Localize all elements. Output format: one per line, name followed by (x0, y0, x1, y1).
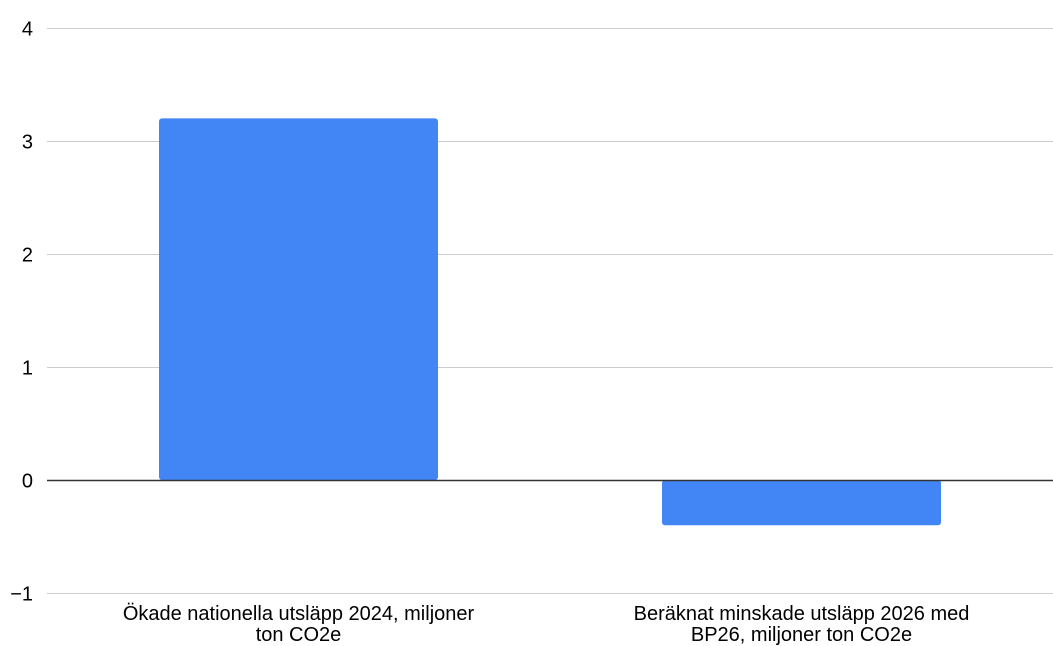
x-category-label: ton CO2e (256, 624, 342, 646)
y-tick-label: 0 (22, 471, 33, 493)
y-axis-ticks: 4 3 2 1 0 −1 (10, 19, 33, 606)
y-tick-label: −1 (10, 584, 33, 606)
y-tick-label: 2 (22, 245, 33, 267)
x-category-label: BP26, miljoner ton CO2e (691, 624, 912, 646)
x-category-label: Ökade nationella utsläpp 2024, miljoner (123, 603, 475, 625)
x-axis-categories: Ökade nationella utsläpp 2024, miljonert… (123, 603, 970, 646)
bar (159, 118, 438, 481)
bars (159, 118, 941, 526)
y-tick-label: 4 (22, 19, 33, 41)
y-tick-label: 3 (22, 132, 33, 154)
y-tick-label: 1 (22, 358, 33, 380)
x-category-label: Beräknat minskade utsläpp 2026 med (634, 603, 970, 625)
bar (662, 480, 941, 526)
